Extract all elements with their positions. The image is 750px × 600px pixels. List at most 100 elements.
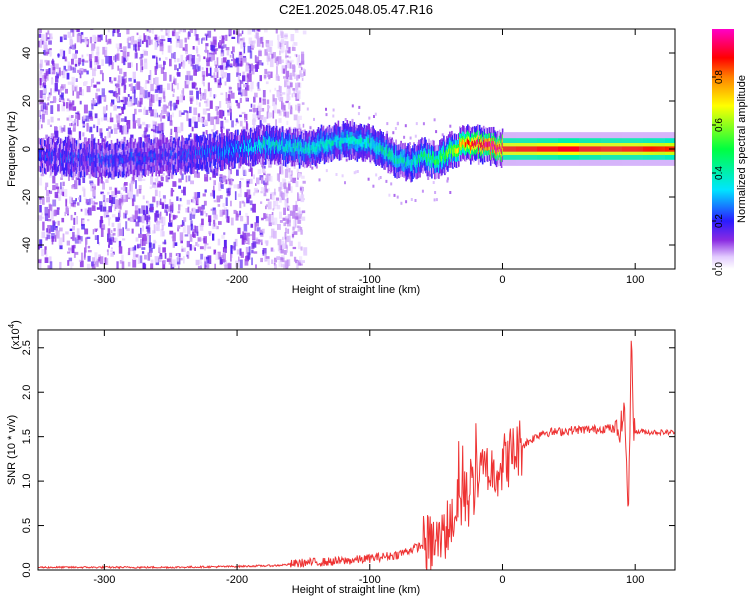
noise-cell (294, 93, 298, 98)
noise-cell (129, 247, 134, 252)
noise-cell (295, 204, 298, 211)
ridge-cell (355, 138, 358, 144)
ridge-cell (140, 151, 143, 157)
noise-cell (285, 65, 287, 71)
ridge-cell (552, 146, 555, 152)
noise-cell (202, 93, 206, 100)
noise-cell (283, 111, 287, 117)
ridge-cell (504, 146, 507, 152)
ridge-cell (159, 154, 161, 160)
noise-cell (157, 85, 160, 91)
ridge-cell (405, 161, 407, 168)
noise-cell (274, 87, 277, 91)
noise-cell (265, 216, 269, 222)
ridge-cell (178, 150, 180, 157)
noise-cell (434, 191, 437, 194)
noise-cell (103, 211, 108, 218)
noise-cell (67, 260, 70, 266)
noise-cell (92, 229, 95, 235)
ridge-cell (483, 142, 486, 149)
noise-cell (259, 75, 262, 82)
noise-cell (130, 83, 133, 91)
noise-cell (121, 196, 124, 205)
noise-cell (114, 92, 118, 98)
ridge-cell (163, 151, 165, 157)
noise-cell (64, 56, 67, 62)
ridge-cell (528, 146, 531, 152)
ridge-cell (556, 146, 559, 152)
noise-cell (181, 95, 185, 101)
noise-cell (71, 115, 74, 118)
noise-cell (261, 242, 263, 246)
ridge-cell (583, 146, 585, 152)
ridge-cell (156, 151, 158, 157)
noise-cell (196, 196, 199, 205)
noise-cell (144, 254, 147, 260)
ridge-cell (188, 148, 190, 155)
ridge-cell (567, 146, 570, 152)
noise-cell (375, 173, 378, 177)
noise-cell (52, 63, 56, 71)
noise-cell (94, 252, 98, 261)
noise-cell (283, 244, 288, 249)
noise-cell (302, 123, 305, 128)
noise-cell (269, 235, 273, 239)
noise-cell (50, 206, 53, 212)
ridge-cell (39, 152, 41, 158)
noise-cell (177, 225, 181, 229)
ridge-cell (133, 155, 136, 161)
noise-cell (91, 43, 95, 51)
noise-cell (271, 228, 275, 238)
ridge-cell (373, 142, 375, 149)
noise-cell (246, 215, 249, 225)
noise-cell (286, 96, 291, 100)
noise-cell (69, 196, 72, 204)
ridge-cell (48, 152, 51, 158)
ridge-cell (472, 140, 474, 147)
noise-cell (66, 108, 70, 112)
noise-cell (146, 216, 149, 225)
noise-cell (83, 68, 87, 73)
ridge-cell (72, 158, 75, 164)
noise-cell (432, 181, 435, 184)
ridge-cell (434, 159, 436, 166)
noise-cell (271, 194, 275, 200)
noise-cell (51, 67, 56, 75)
noise-cell (351, 118, 354, 122)
noise-cell (277, 245, 281, 252)
noise-cell (197, 192, 201, 198)
ridge-cell (150, 153, 153, 159)
noise-cell (69, 206, 71, 209)
noise-cell (226, 209, 229, 219)
noise-cell (175, 41, 180, 48)
ridge-cell (44, 154, 46, 160)
ridge-cell (437, 158, 439, 165)
noise-cell (270, 247, 274, 252)
noise-cell (137, 216, 141, 223)
ridge-cell (234, 149, 236, 155)
noise-cell (238, 256, 240, 262)
noise-cell (191, 81, 196, 88)
noise-cell (299, 62, 302, 66)
noise-cell (240, 40, 243, 49)
noise-cell (170, 114, 172, 122)
noise-cell (222, 76, 224, 79)
ridge-cell (331, 140, 334, 146)
noise-cell (286, 235, 291, 243)
noise-cell (242, 75, 246, 82)
noise-cell (170, 128, 173, 136)
ridge-cell (599, 146, 601, 152)
noise-cell (221, 36, 225, 40)
noise-cell (225, 92, 228, 101)
noise-cell (254, 92, 258, 98)
noise-cell (247, 29, 252, 35)
noise-cell (148, 220, 151, 228)
noise-cell (284, 200, 288, 206)
noise-cell (94, 142, 98, 146)
noise-cell (39, 29, 42, 33)
noise-cell (156, 200, 158, 208)
noise-cell (196, 231, 199, 236)
noise-cell (260, 187, 265, 193)
noise-cell (409, 136, 412, 140)
noise-cell (49, 124, 52, 127)
